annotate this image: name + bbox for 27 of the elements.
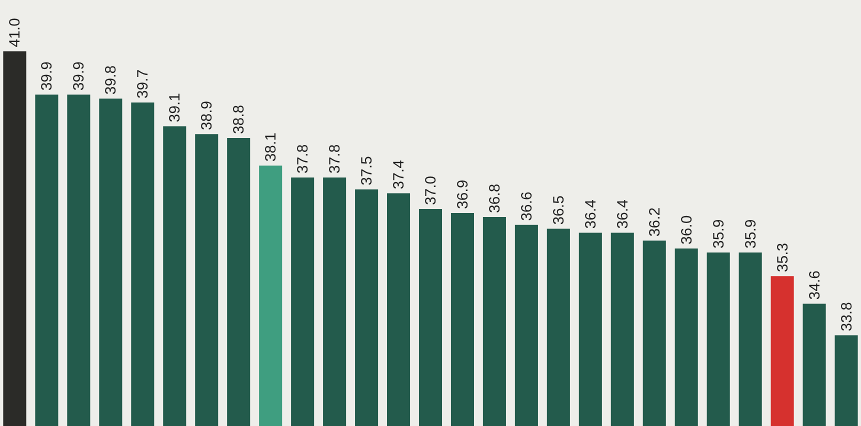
data-label: 36.4 <box>614 200 632 229</box>
data-label: 36.9 <box>454 180 472 209</box>
data-label: 39.7 <box>134 69 152 99</box>
data-label: 37.8 <box>294 144 312 174</box>
data-label: 35.3 <box>774 242 792 272</box>
data-label: 36.0 <box>678 215 696 244</box>
data-label: 38.1 <box>262 132 280 162</box>
data-label: 37.4 <box>390 160 408 190</box>
data-label: 35.9 <box>742 219 760 248</box>
data-label: 38.8 <box>230 104 248 134</box>
data-label: 37.5 <box>358 156 376 186</box>
data-label: 33.8 <box>838 302 856 332</box>
data-label: 36.4 <box>582 200 600 229</box>
data-label: 38.9 <box>198 100 216 130</box>
data-label: 39.8 <box>102 65 120 95</box>
data-label: 36.5 <box>550 196 568 225</box>
data-label: 37.8 <box>326 144 344 174</box>
data-label: 39.9 <box>38 61 56 91</box>
data-label: 36.8 <box>486 184 504 213</box>
data-label: 35.9 <box>710 219 728 248</box>
data-label: 41.0 <box>6 18 24 48</box>
data-label: 39.9 <box>70 61 88 91</box>
data-label: 39.1 <box>166 93 184 122</box>
data-label: 36.6 <box>518 192 536 221</box>
data-label: 34.6 <box>806 270 824 300</box>
data-label: 36.2 <box>646 207 664 237</box>
data-label: 37.0 <box>422 176 440 206</box>
